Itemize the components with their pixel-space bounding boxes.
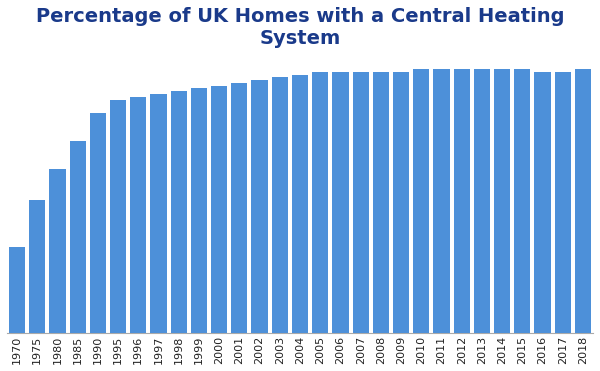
Bar (90, 114, 106, 333)
Bar (312, 72, 328, 333)
Bar (211, 86, 227, 333)
Bar (332, 72, 349, 333)
Bar (292, 75, 308, 333)
Bar (474, 69, 490, 333)
Bar (514, 69, 530, 333)
Bar (272, 77, 288, 333)
Bar (575, 69, 591, 333)
Bar (151, 94, 167, 333)
Bar (353, 72, 369, 333)
Title: Percentage of UK Homes with a Central Heating
System: Percentage of UK Homes with a Central He… (36, 7, 564, 48)
Bar (454, 69, 470, 333)
Bar (433, 69, 449, 333)
Bar (170, 91, 187, 333)
Bar (191, 88, 207, 333)
Bar (9, 247, 25, 333)
Bar (49, 169, 65, 333)
Bar (393, 72, 409, 333)
Bar (29, 200, 46, 333)
Bar (70, 141, 86, 333)
Bar (494, 69, 510, 333)
Bar (373, 72, 389, 333)
Bar (413, 69, 430, 333)
Bar (110, 99, 126, 333)
Bar (231, 83, 247, 333)
Bar (535, 72, 551, 333)
Bar (251, 80, 268, 333)
Bar (554, 72, 571, 333)
Bar (130, 97, 146, 333)
